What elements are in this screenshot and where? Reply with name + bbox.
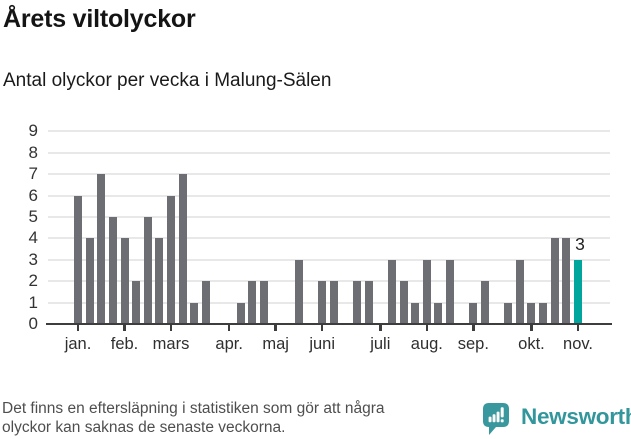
- y-tick-label: 3: [28, 249, 38, 269]
- bar: [260, 281, 269, 324]
- bar: [236, 302, 245, 324]
- bar: [190, 302, 199, 324]
- bar: [469, 302, 478, 324]
- bar: [562, 238, 571, 324]
- x-axis-tick: [425, 325, 429, 331]
- bar: [446, 259, 455, 324]
- x-tick-label: okt.: [518, 335, 545, 353]
- gridline: [48, 301, 610, 304]
- bar: [85, 238, 94, 324]
- bar: [120, 238, 129, 324]
- y-tick-label: 4: [28, 228, 38, 248]
- gridline: [48, 280, 610, 283]
- x-tick-label: sep.: [457, 335, 489, 353]
- x-axis-tick: [169, 325, 173, 331]
- x-tick-label: maj: [262, 335, 289, 353]
- bar: [504, 302, 513, 324]
- x-tick-label: mars: [152, 335, 190, 353]
- bar: [108, 217, 117, 324]
- y-tick-label: 7: [28, 164, 38, 184]
- bar: [434, 302, 443, 324]
- x-axis-tick: [472, 325, 475, 331]
- y-tick-label: 8: [28, 142, 38, 162]
- x-tick-label: nov.: [563, 335, 593, 353]
- y-tick-label: 5: [28, 207, 38, 226]
- bar: [329, 281, 338, 324]
- newsworthy-logo-icon: [482, 402, 511, 439]
- newsworthy-wordmark: Newsworthy: [521, 404, 631, 429]
- bar-highlighted: [574, 259, 582, 324]
- bar: [132, 281, 141, 324]
- bar: [422, 259, 431, 324]
- x-axis-tick: [123, 325, 126, 331]
- gridline: [48, 194, 610, 197]
- bar: [411, 302, 420, 324]
- gridline: [48, 151, 610, 154]
- bar: [155, 238, 164, 324]
- footer-note: Det finns en eftersläpning i statistiken…: [2, 399, 385, 437]
- x-tick-label: feb.: [110, 335, 139, 353]
- y-tick-label: 1: [28, 292, 38, 312]
- bar: [539, 302, 548, 324]
- bar: [353, 281, 362, 324]
- page-title: Årets viltolyckor: [3, 5, 196, 33]
- bar: [318, 281, 327, 324]
- x-axis-tick: [379, 325, 382, 331]
- bar: [399, 281, 408, 324]
- gridline: [48, 130, 610, 133]
- bar: [294, 259, 303, 324]
- footer-note-line2: olyckor kan saknas de senaste veckorna.: [2, 419, 286, 436]
- bar: [515, 259, 524, 324]
- x-tick-label: juni: [309, 335, 336, 353]
- bar: [387, 259, 396, 324]
- x-axis-tick: [530, 325, 533, 331]
- bar: [167, 195, 176, 324]
- x-tick-label: jan.: [64, 335, 92, 353]
- newsworthy-brand: Newsworthy: [482, 402, 631, 438]
- gridline: [48, 173, 610, 176]
- bar: [480, 281, 489, 324]
- bar: [201, 281, 210, 324]
- gridline: [48, 216, 610, 218]
- bar: [143, 217, 152, 324]
- x-axis-tick: [274, 325, 277, 331]
- footer-note-line1: Det finns en eftersläpning i statistiken…: [2, 400, 385, 417]
- gridline: [48, 258, 610, 261]
- x-tick-label: juli: [370, 335, 391, 353]
- x-tick-label: aug.: [410, 335, 443, 353]
- bar-value-label: 3: [575, 233, 585, 254]
- y-tick-label: 0: [28, 314, 38, 333]
- bar: [527, 302, 536, 324]
- x-axis-line: [46, 322, 612, 325]
- y-tick-label: 2: [28, 271, 38, 291]
- x-axis-tick: [227, 325, 231, 331]
- x-tick-label: apr.: [215, 335, 243, 353]
- bar: [248, 281, 257, 324]
- x-axis-tick: [576, 325, 580, 331]
- bar: [550, 238, 559, 324]
- bar: [97, 174, 106, 324]
- gridline: [48, 237, 610, 240]
- x-axis-tick: [320, 325, 324, 331]
- page-subtitle: Antal olyckor per vecka i Malung-Sälen: [3, 70, 332, 91]
- x-axis-tick: [76, 325, 80, 331]
- y-tick-label: 6: [28, 185, 38, 205]
- bar: [364, 281, 373, 324]
- bar: [178, 174, 187, 324]
- bar: [74, 195, 82, 324]
- y-tick-label: 9: [28, 121, 38, 141]
